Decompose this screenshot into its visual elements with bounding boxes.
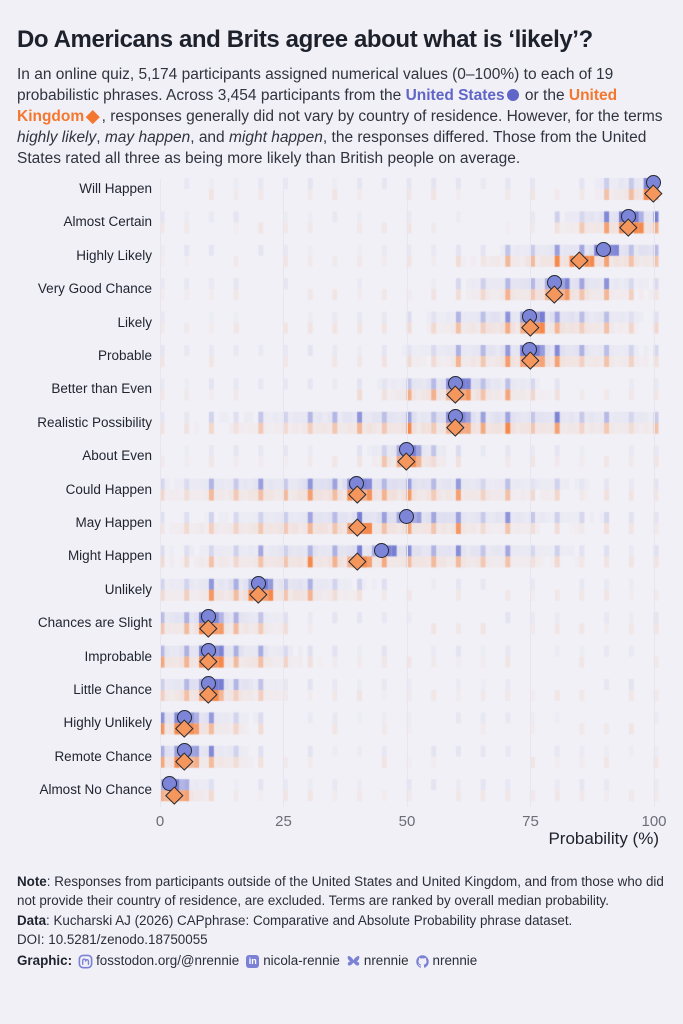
social-handle: fosstodon.org/@nrennie — [96, 953, 240, 969]
page-title: Do Americans and Brits agree about what … — [17, 26, 593, 53]
gridline — [530, 178, 531, 808]
legend-united-states-label: United States — [405, 86, 505, 104]
phrase-label: Very Good Chance — [37, 281, 152, 297]
gridline — [653, 178, 655, 808]
subtitle-text: or the — [520, 86, 569, 104]
subtitle-text: , the responses differed. Those from the… — [17, 128, 647, 167]
phrase-label: Almost Certain — [63, 214, 152, 230]
phrase-label: Improbable — [84, 648, 152, 664]
x-tick-label: 25 — [275, 812, 292, 830]
heatmap-canvas — [160, 176, 666, 811]
gridline — [283, 178, 284, 808]
us-median-marker — [596, 242, 612, 258]
phrase-label: Almost No Chance — [39, 782, 152, 798]
phrase-label: Unlikely — [104, 581, 152, 597]
phrase-label: About Even — [82, 448, 152, 464]
phrase-label: Remote Chance — [54, 748, 152, 764]
header: Do Americans and Brits agree about what … — [0, 0, 683, 169]
footer-graphic: Graphic: fosstodon.org/@nrennie in nicola-… — [17, 952, 667, 971]
us-median-marker — [374, 542, 390, 558]
emphasized-term: may happen — [104, 128, 191, 146]
x-axis: Probability (%) 0 25 50 75 100 — [0, 811, 683, 861]
subtitle-text: , and — [190, 128, 229, 146]
subtitle-text: In an online quiz, 5,174 participants as… — [17, 65, 614, 104]
phrase-label: Could Happen — [65, 481, 152, 497]
phrase-label: Chances are Slight — [37, 615, 152, 631]
legend-united-kingdom-label: United Kingdom — [17, 86, 618, 125]
note-label: Note — [17, 873, 47, 889]
social-handle: nicola-rennie — [263, 953, 340, 969]
phrase-label: Little Chance — [73, 681, 152, 697]
phrase-label: Highly Unlikely — [63, 715, 152, 731]
us-median-marker — [398, 509, 414, 525]
subtitle: In an online quiz, 5,174 participants as… — [17, 64, 663, 169]
x-tick-label: 50 — [398, 812, 416, 830]
x-tick-label: 100 — [641, 812, 667, 830]
x-tick-label: 75 — [522, 812, 539, 830]
social-handle: nrennie — [363, 953, 409, 969]
footer-data: Data: Kucharski AJ (2026) CAPphrase: Com… — [17, 912, 667, 931]
emphasized-term: highly likely — [17, 128, 97, 146]
probability-chart: Will Happen Almost Certain Highly Likely Ve… — [0, 175, 683, 811]
social-link-bluesky[interactable]: nrennie — [346, 952, 409, 971]
mastodon-icon — [78, 954, 93, 969]
graphic-label: Graphic: — [17, 953, 73, 969]
phrase-label: Better than Even — [51, 381, 152, 397]
social-link-linkedin[interactable]: in nicola-rennie — [245, 952, 340, 971]
x-axis-title: Probability (%) — [548, 828, 659, 848]
x-tick-label: 0 — [155, 812, 165, 830]
phrase-label: Highly Likely — [76, 247, 152, 263]
emphasized-term: might happen — [228, 128, 323, 146]
subtitle-text: , responses generally did not vary by co… — [101, 107, 663, 125]
data-label: Data — [17, 912, 47, 928]
phrase-label: Probable — [97, 347, 152, 363]
data-text: : Kucharski AJ (2026) CAPphrase: Compara… — [46, 912, 573, 928]
subtitle-text: , — [96, 128, 105, 146]
social-link-github[interactable]: nrennie — [415, 952, 478, 971]
phrase-label: Might Happen — [67, 548, 152, 564]
footer: Note: Responses from participants outsid… — [0, 861, 683, 971]
gridline — [159, 178, 161, 808]
github-icon — [415, 954, 430, 969]
phrase-label: Realistic Possibility — [37, 414, 152, 430]
gridline — [406, 178, 408, 808]
note-text: : Responses from participants outside of… — [17, 873, 664, 908]
linkedin-icon: in — [245, 954, 260, 969]
phrase-label: Likely — [117, 314, 152, 330]
phrase-label: May Happen — [75, 514, 152, 530]
uk-diamond-legend-icon — [86, 110, 100, 124]
footer-doi: DOI: 10.5281/zenodo.18750055 — [17, 932, 208, 948]
phrase-label: Will Happen — [79, 180, 152, 196]
footer-note: Note: Responses from participants outsid… — [17, 873, 667, 911]
us-circle-legend-icon — [506, 88, 519, 101]
bluesky-icon — [346, 954, 361, 969]
social-link-mastodon[interactable]: fosstodon.org/@nrennie — [78, 952, 239, 971]
social-handle: nrennie — [432, 953, 478, 969]
